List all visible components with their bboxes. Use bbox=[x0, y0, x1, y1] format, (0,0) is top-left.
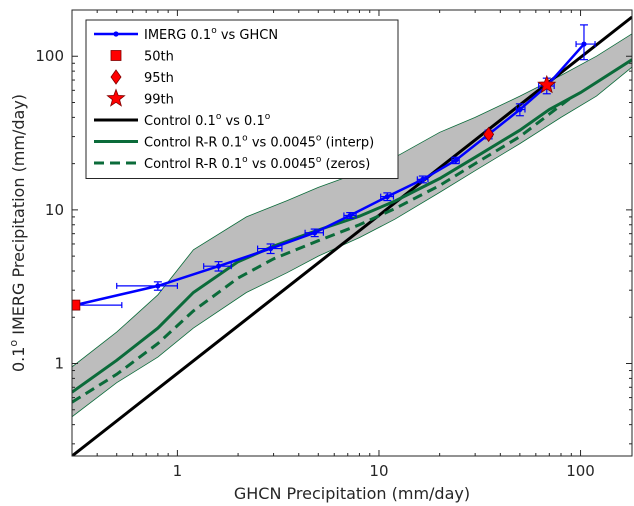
p95-marker bbox=[483, 126, 495, 143]
p50-marker bbox=[72, 299, 81, 311]
legend-box bbox=[85, 19, 399, 179]
legend-label-part: 50th bbox=[144, 50, 174, 65]
legend-item-imerg: IMERG 0.1o vs GHCN bbox=[94, 26, 278, 43]
legend-label-part: o bbox=[242, 155, 248, 165]
legend-swatch-marker bbox=[106, 88, 126, 107]
y-axis-label: 0.1o IMERG Precipitation (mm/day) bbox=[7, 94, 28, 372]
p99-marker bbox=[537, 74, 557, 94]
x-axis-label: GHCN Precipitation (mm/day) bbox=[234, 484, 470, 503]
imerg-errorbar bbox=[116, 281, 178, 291]
imerg-errorbar bbox=[304, 228, 324, 238]
y-axis-label-sup: o bbox=[7, 340, 20, 347]
spread-band-lower-edge bbox=[72, 66, 632, 418]
plot-frame bbox=[71, 9, 633, 457]
imerg-errorbar bbox=[257, 243, 283, 255]
imerg-point bbox=[453, 157, 459, 163]
imerg-point bbox=[347, 212, 353, 219]
legend-label-part: o bbox=[211, 26, 217, 36]
x-tick-label: 1 bbox=[173, 462, 183, 480]
imerg-point bbox=[384, 194, 390, 200]
legend-label-part: o bbox=[265, 112, 271, 122]
y-tick-label: 10 bbox=[45, 201, 64, 219]
legend-label-part: o bbox=[316, 155, 322, 165]
legend-item-interp: Control R-R 0.1o vs 0.0045o (interp) bbox=[94, 134, 374, 151]
legend-label-part: vs 0.0045 bbox=[248, 157, 316, 172]
imerg-point bbox=[420, 176, 426, 182]
imerg-errorbar bbox=[203, 261, 232, 272]
legend-label-part: vs GHCN bbox=[217, 28, 278, 43]
legend-label-part: Control R-R 0.1 bbox=[144, 136, 242, 151]
legend-label: 95th bbox=[144, 71, 174, 86]
legend-label-part: IMERG 0.1 bbox=[144, 28, 211, 43]
legend-label-part: o bbox=[242, 134, 248, 144]
spread-band bbox=[72, 33, 632, 417]
legend-label-part: Control R-R 0.1 bbox=[144, 157, 242, 172]
legend-label-part: 99th bbox=[144, 93, 174, 108]
imerg-point bbox=[268, 245, 274, 252]
y-axis-label-pre: 0.1 bbox=[9, 347, 28, 372]
y-axis-label-post: IMERG Precipitation (mm/day) bbox=[9, 94, 28, 340]
imerg-point bbox=[155, 283, 161, 289]
imerg-errorbar bbox=[380, 192, 395, 202]
legend-label-part: vs 0.0045 bbox=[248, 136, 316, 151]
legend-item-control: Control 0.1o vs 0.1o bbox=[94, 112, 271, 129]
imerg-point bbox=[215, 263, 222, 269]
legend-label: Control R-R 0.1o vs 0.0045o (zeros) bbox=[144, 155, 370, 172]
legend-label-part: o bbox=[316, 134, 322, 144]
legend-swatch-marker bbox=[110, 69, 122, 85]
imerg-errorbar bbox=[451, 156, 460, 165]
imerg-point bbox=[312, 230, 318, 236]
imerg-errorbar bbox=[416, 175, 429, 184]
y-tick-label: 100 bbox=[35, 47, 64, 65]
legend-label-part: o bbox=[216, 112, 222, 122]
legend-label-part: (zeros) bbox=[321, 157, 370, 172]
imerg-point bbox=[517, 106, 523, 113]
imerg-errorbar bbox=[343, 212, 357, 220]
legend-label-part: Control 0.1 bbox=[144, 114, 216, 129]
x-tick-label: 100 bbox=[566, 462, 595, 480]
legend-label: 99th bbox=[144, 93, 174, 108]
legend-item-p99: 99th bbox=[106, 88, 174, 108]
legend-label-part: (interp) bbox=[321, 136, 374, 151]
imerg-errorbar bbox=[515, 103, 526, 117]
control-rr-zeros-line bbox=[72, 96, 573, 404]
control-line bbox=[72, 15, 632, 456]
legend-label: IMERG 0.1o vs GHCN bbox=[144, 26, 278, 43]
legend-swatch-marker bbox=[113, 31, 119, 37]
legend-label: Control R-R 0.1o vs 0.0045o (interp) bbox=[144, 134, 374, 151]
control-rr-interp-line bbox=[72, 58, 632, 394]
y-tick-label: 1 bbox=[54, 355, 64, 373]
legend-item-p50: 50th bbox=[110, 50, 174, 65]
x-tick-label: 10 bbox=[369, 462, 388, 480]
legend-label: Control 0.1o vs 0.1o bbox=[144, 112, 271, 129]
legend-swatch-marker bbox=[110, 50, 122, 61]
legend-item-p95: 95th bbox=[110, 69, 174, 86]
imerg-point bbox=[581, 41, 587, 47]
legend-label: 50th bbox=[144, 50, 174, 65]
imerg-errorbar bbox=[575, 24, 596, 61]
legend-label-part: 95th bbox=[144, 71, 174, 86]
legend-label-part: vs 0.1 bbox=[221, 114, 264, 129]
legend-item-zeros: Control R-R 0.1o vs 0.0045o (zeros) bbox=[94, 155, 370, 172]
